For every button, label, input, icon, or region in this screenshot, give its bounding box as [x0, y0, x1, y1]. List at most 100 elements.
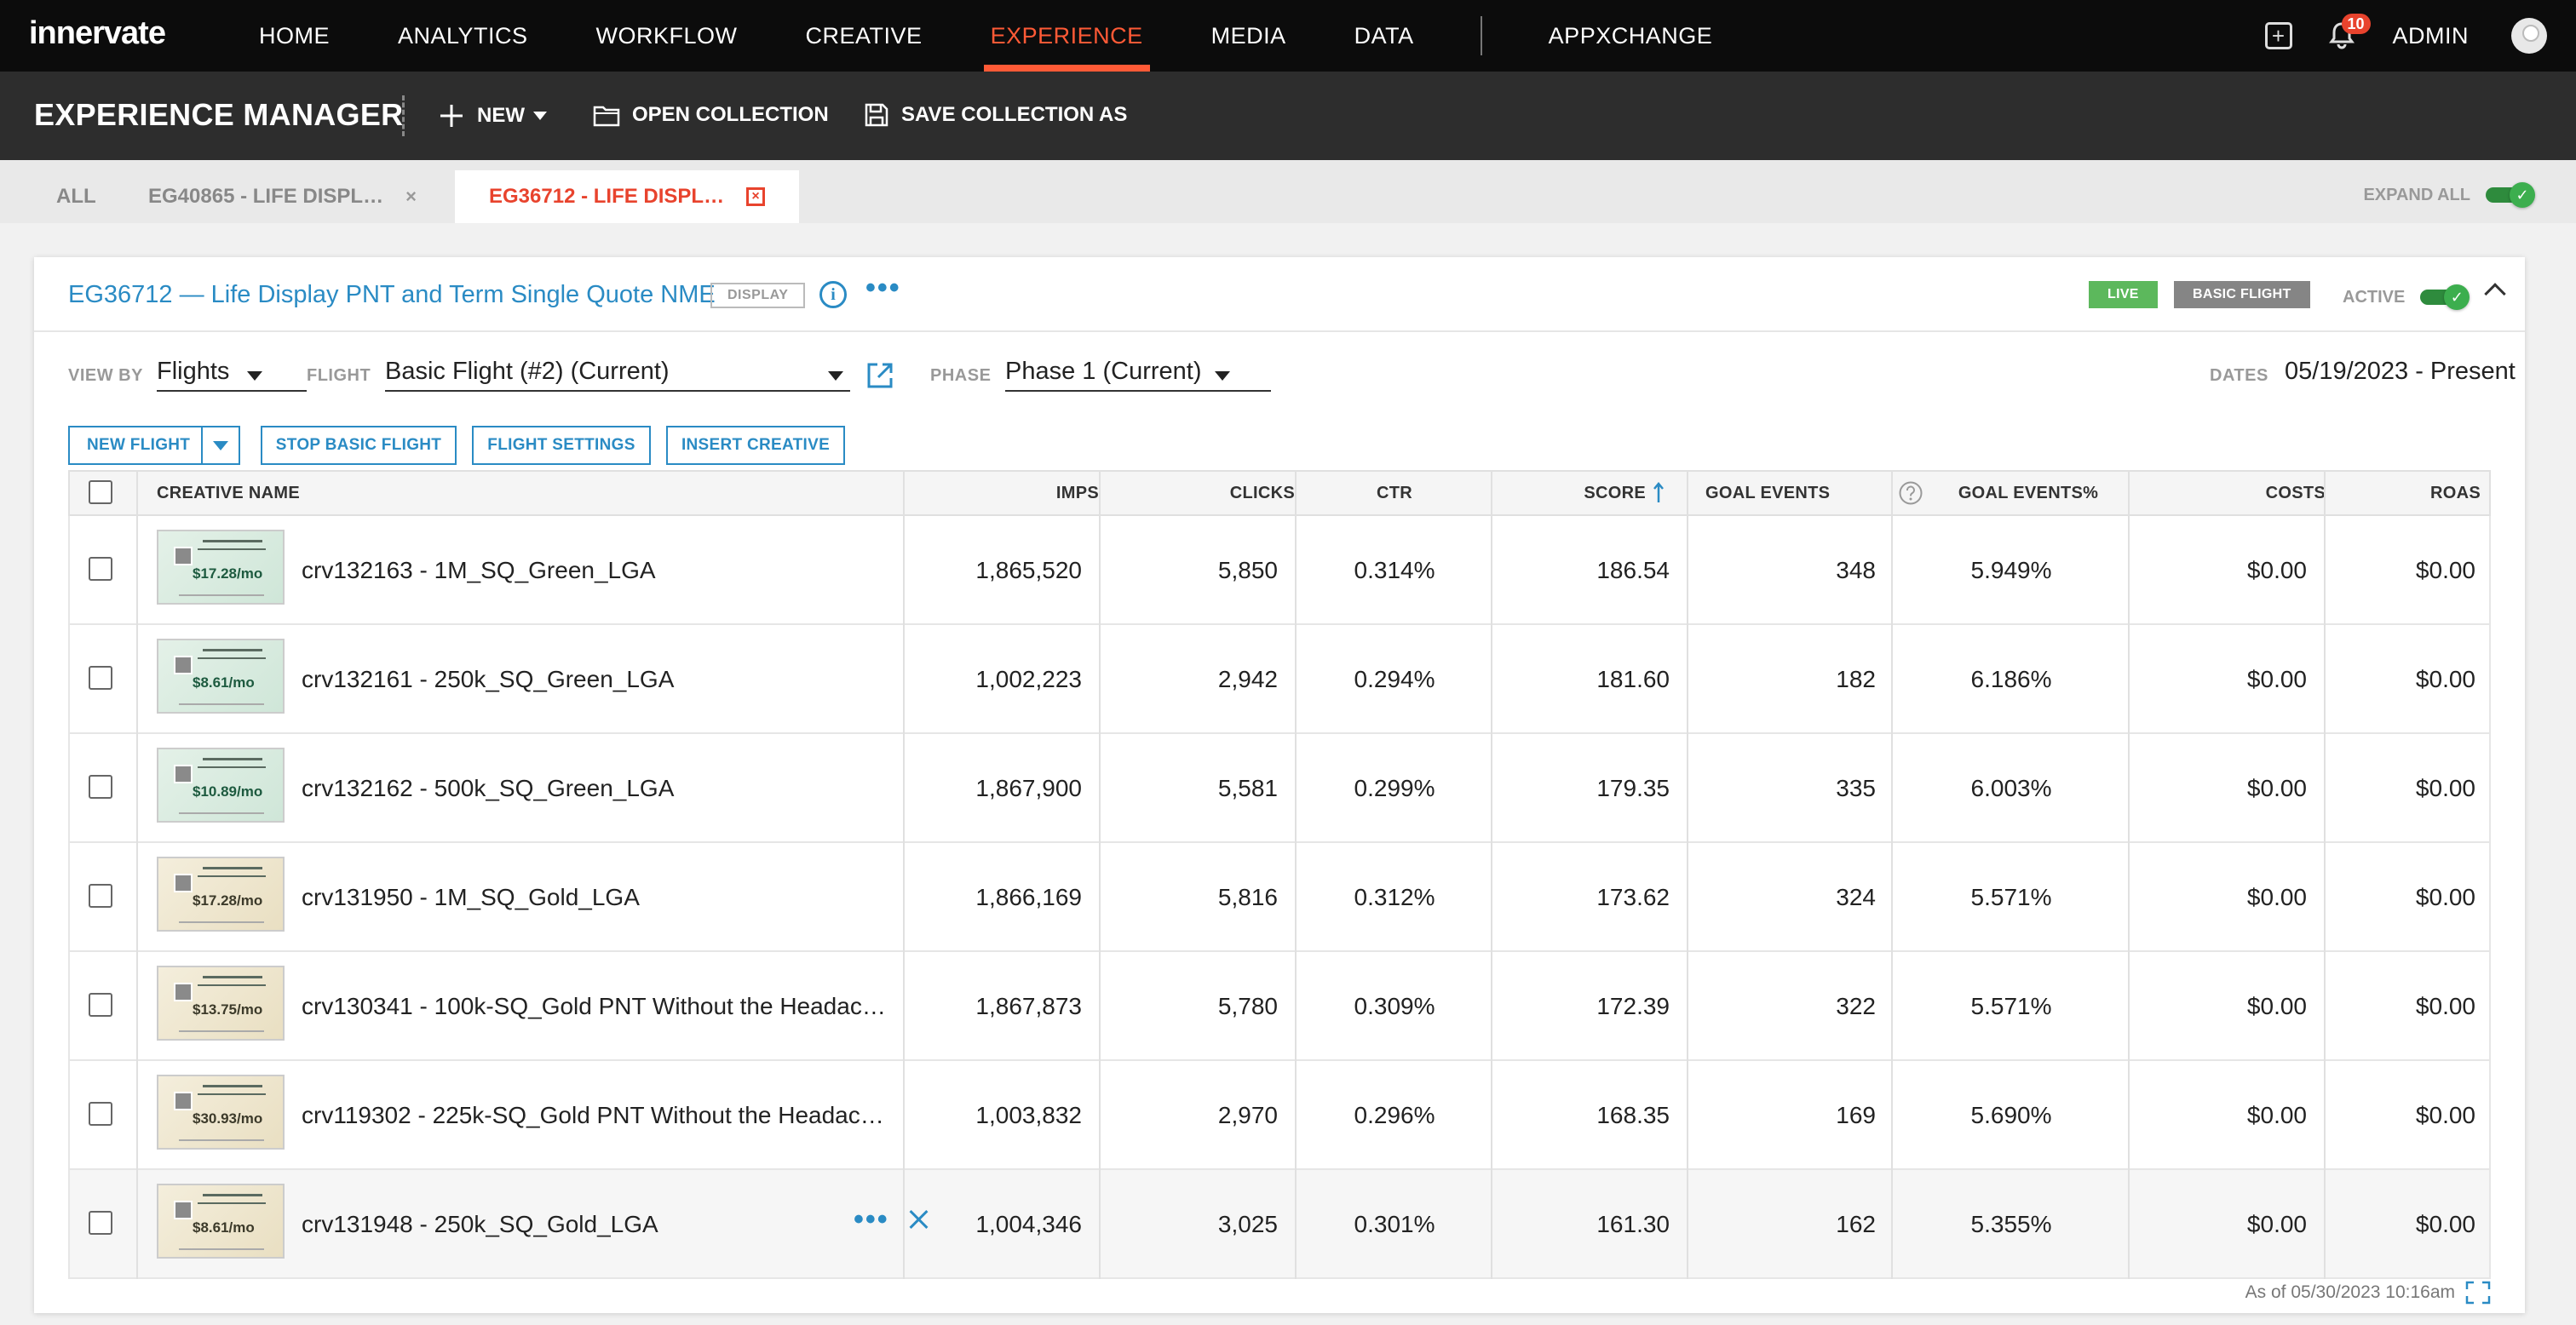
- view-by-select[interactable]: [157, 353, 307, 392]
- creative-thumbnail[interactable]: $17.28/mo: [157, 857, 285, 932]
- save-collection-button[interactable]: SAVE COLLECTION AS: [864, 102, 1127, 128]
- row-checkbox[interactable]: [89, 557, 112, 581]
- column-imps[interactable]: IMPS: [1055, 483, 1099, 502]
- clicks-cell: 5,581: [1217, 775, 1278, 801]
- score-cell: 173.62: [1596, 884, 1670, 910]
- status-badge-flight: BASIC FLIGHT: [2174, 281, 2310, 308]
- creative-name[interactable]: crv132162 - 500k_SQ_Green_LGA: [302, 775, 675, 801]
- nav-media[interactable]: MEDIA: [1210, 22, 1286, 49]
- creative-name[interactable]: crv132161 - 250k_SQ_Green_LGA: [302, 666, 675, 692]
- ctr-cell: 0.314%: [1354, 557, 1435, 583]
- type-tag: DISPLAY: [710, 283, 806, 308]
- column-divider: [2128, 470, 2130, 1279]
- tab-eg40865[interactable]: EG40865 - LIFE DISPL… ×: [148, 170, 417, 223]
- table-row[interactable]: $17.28/mo crv131950 - 1M_SQ_Gold_LGA 1,866…: [68, 843, 2491, 952]
- view-by-label: VIEW BY: [68, 366, 143, 385]
- avatar[interactable]: [2511, 18, 2547, 54]
- row-checkbox[interactable]: [89, 1102, 112, 1126]
- creative-thumbnail[interactable]: $17.28/mo: [157, 530, 285, 605]
- flight-label: FLIGHT: [307, 366, 371, 385]
- nav-analytics[interactable]: ANALYTICS: [398, 22, 528, 49]
- column-goal-events[interactable]: GOAL EVENTS: [1705, 483, 1831, 502]
- table-row[interactable]: $8.61/mo crv131948 - 250k_SQ_Gold_LGA ••• 1…: [68, 1170, 2491, 1279]
- collapse-chevron-icon[interactable]: [2484, 283, 2506, 305]
- tab-all[interactable]: ALL: [56, 170, 96, 223]
- creative-name[interactable]: crv119302 - 225k-SQ_Gold PNT Without the…: [302, 1102, 884, 1128]
- insert-creative-button[interactable]: INSERT CREATIVE: [666, 426, 845, 465]
- row-checkbox[interactable]: [89, 993, 112, 1017]
- clicks-cell: 3,025: [1217, 1211, 1278, 1237]
- external-link-icon[interactable]: [865, 361, 894, 390]
- new-button[interactable]: NEW: [438, 102, 547, 129]
- info-icon[interactable]: i: [819, 281, 847, 308]
- column-creative-name[interactable]: CREATIVE NAME: [157, 483, 300, 502]
- phase-select[interactable]: [1005, 353, 1271, 392]
- creative-name[interactable]: crv132163 - 1M_SQ_Green_LGA: [302, 557, 656, 583]
- imps-cell: 1,003,832: [975, 1102, 1082, 1128]
- nav-data[interactable]: DATA: [1354, 22, 1414, 49]
- creative-thumbnail[interactable]: $8.61/mo: [157, 639, 285, 714]
- active-toggle[interactable]: ✓: [2420, 284, 2470, 310]
- notifications-button[interactable]: 10: [2326, 14, 2371, 51]
- imps-cell: 1,002,223: [975, 666, 1082, 692]
- costs-cell: $0.00: [2246, 775, 2307, 801]
- goal-events-pct-cell: 5.571%: [1970, 884, 2052, 910]
- creative-thumbnail[interactable]: $8.61/mo: [157, 1184, 285, 1259]
- column-roas[interactable]: ROAS: [2430, 483, 2481, 502]
- column-score[interactable]: SCORE: [1584, 483, 1646, 502]
- creative-thumbnail[interactable]: $13.75/mo: [157, 966, 285, 1041]
- creative-name[interactable]: crv130341 - 100k-SQ_Gold PNT Without the…: [302, 993, 886, 1019]
- thumbnail-price: $13.75/mo: [193, 1001, 263, 1018]
- tab-eg36712[interactable]: EG36712 - LIFE DISPL… ×: [455, 170, 800, 223]
- creative-thumbnail[interactable]: $10.89/mo: [157, 748, 285, 823]
- row-checkbox[interactable]: [89, 1211, 112, 1235]
- row-checkbox[interactable]: [89, 884, 112, 908]
- add-square-icon[interactable]: +: [2264, 22, 2292, 49]
- column-costs[interactable]: COSTS: [2265, 483, 2326, 502]
- close-icon[interactable]: ×: [405, 186, 417, 207]
- ad-logo-icon: [174, 1201, 193, 1219]
- score-cell: 186.54: [1596, 557, 1670, 583]
- view-by-value: Flights: [157, 358, 230, 385]
- nav-home[interactable]: HOME: [259, 22, 330, 49]
- table-row[interactable]: $8.61/mo crv132161 - 250k_SQ_Green_LGA 1,0…: [68, 625, 2491, 734]
- sort-ascending-icon[interactable]: [1653, 472, 1678, 514]
- more-options-icon[interactable]: •••: [865, 272, 901, 304]
- select-all-checkbox[interactable]: [89, 480, 112, 504]
- row-checkbox[interactable]: [89, 666, 112, 690]
- expand-all-toggle[interactable]: ✓: [2486, 182, 2535, 208]
- nav-appxchange[interactable]: APPXCHANGE: [1548, 22, 1713, 49]
- table-row[interactable]: $30.93/mo crv119302 - 225k-SQ_Gold PNT Wi…: [68, 1061, 2491, 1170]
- column-clicks[interactable]: CLICKS: [1229, 483, 1295, 502]
- nav-creative[interactable]: CREATIVE: [805, 22, 923, 49]
- nav-experience[interactable]: EXPERIENCE: [957, 0, 1177, 72]
- brand-logo[interactable]: innervate: [29, 15, 166, 51]
- flight-settings-button[interactable]: FLIGHT SETTINGS: [472, 426, 651, 465]
- help-icon[interactable]: [1898, 472, 1923, 514]
- row-checkbox[interactable]: [89, 775, 112, 799]
- thumbnail-price: $17.28/mo: [193, 892, 263, 909]
- more-options-icon[interactable]: •••: [854, 1203, 889, 1236]
- toolbar-divider: [402, 95, 405, 136]
- stop-flight-button[interactable]: STOP BASIC FLIGHT: [261, 426, 457, 465]
- new-flight-dropdown[interactable]: [201, 426, 240, 465]
- refresh-frame-icon[interactable]: [2465, 1281, 2491, 1305]
- close-icon[interactable]: ×: [746, 187, 766, 206]
- column-goal-events-pct[interactable]: GOAL EVENTS%: [1958, 483, 2099, 502]
- table-row[interactable]: $17.28/mo crv132163 - 1M_SQ_Green_LGA 1,86…: [68, 516, 2491, 625]
- flight-select[interactable]: [385, 353, 850, 392]
- nav-workflow[interactable]: WORKFLOW: [595, 22, 738, 49]
- column-ctr[interactable]: CTR: [1376, 483, 1412, 502]
- creative-thumbnail[interactable]: $30.93/mo: [157, 1075, 285, 1150]
- table-row[interactable]: $13.75/mo crv130341 - 100k-SQ_Gold PNT Wi…: [68, 952, 2491, 1061]
- user-menu[interactable]: ADMIN: [2392, 22, 2469, 49]
- creative-name[interactable]: crv131950 - 1M_SQ_Gold_LGA: [302, 884, 640, 910]
- creative-name[interactable]: crv131948 - 250k_SQ_Gold_LGA: [302, 1211, 658, 1237]
- table-row[interactable]: $10.89/mo crv132162 - 500k_SQ_Green_LGA 1,…: [68, 734, 2491, 843]
- goal-events-cell: 324: [1836, 884, 1876, 910]
- new-flight-button[interactable]: NEW FLIGHT: [68, 426, 203, 465]
- arrow-up-icon: [1653, 482, 1664, 502]
- experience-title[interactable]: EG36712 — Life Display PNT and Term Sing…: [68, 281, 716, 308]
- open-collection-button[interactable]: OPEN COLLECTION: [593, 102, 829, 128]
- roas-cell: $0.00: [2415, 884, 2475, 910]
